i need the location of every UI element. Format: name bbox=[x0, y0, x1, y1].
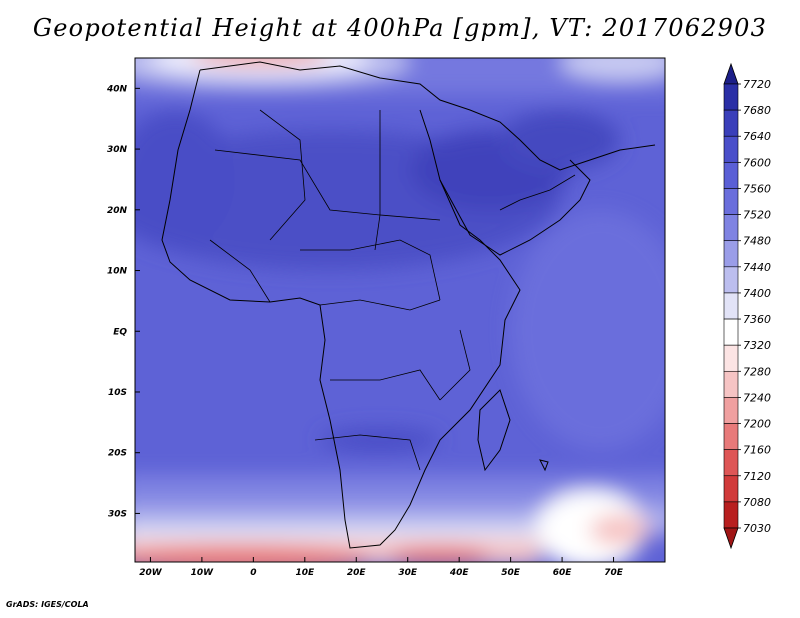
colorbar-label: 7680 bbox=[743, 104, 771, 117]
colorbar-swatch bbox=[723, 344, 739, 372]
colorbar-label: 7360 bbox=[743, 313, 771, 326]
x-tick-label: 20E bbox=[347, 568, 367, 578]
colorbar-label: 7480 bbox=[743, 235, 771, 248]
colorbar-swatch bbox=[723, 240, 739, 268]
y-tick-label: 10N bbox=[107, 267, 128, 277]
colorbar: 7720 7680 7640 7600 7560 7520 7480 7440 7400 7360… bbox=[723, 62, 771, 550]
x-tick-label: 10E bbox=[295, 568, 315, 578]
colorbar-label: 7200 bbox=[743, 418, 771, 431]
colorbar-label: 7080 bbox=[743, 496, 771, 509]
colorbar-top-arrow bbox=[723, 62, 739, 85]
x-tick-label: 40E bbox=[449, 568, 470, 578]
colorbar-bottom-arrow bbox=[723, 527, 739, 550]
contour-field bbox=[135, 58, 665, 562]
colorbar-swatch bbox=[723, 266, 739, 294]
colorbar-label: 7400 bbox=[743, 287, 771, 300]
y-tick-label: EQ bbox=[113, 327, 127, 337]
plot-frame bbox=[134, 57, 666, 563]
x-tick-label: 10W bbox=[191, 568, 215, 578]
colorbar-swatch bbox=[723, 109, 739, 137]
colorbar-label: 7280 bbox=[743, 365, 771, 378]
colorbar-label: 7030 bbox=[743, 522, 771, 535]
grads-credit: GrADS: IGES/COLA bbox=[6, 600, 89, 609]
colorbar-label: 7600 bbox=[743, 156, 771, 169]
colorbar-swatch bbox=[723, 135, 739, 163]
colorbar-swatch bbox=[723, 318, 739, 346]
colorbar-swatch bbox=[723, 83, 739, 111]
country-borders bbox=[209, 109, 576, 471]
colorbar-label: 7560 bbox=[743, 182, 771, 195]
y-tick-label: 40N bbox=[106, 84, 128, 94]
colorbar-label: 7440 bbox=[743, 261, 771, 274]
colorbar-swatch bbox=[723, 475, 739, 503]
colorbar-label: 7160 bbox=[743, 444, 771, 457]
y-tick-label: 20N bbox=[107, 206, 128, 216]
colorbar-swatch bbox=[723, 501, 739, 529]
colorbar-swatch bbox=[723, 423, 739, 450]
colorbar-swatch bbox=[723, 370, 739, 398]
colorbar-swatch bbox=[723, 449, 739, 477]
colorbar-label: 7120 bbox=[743, 470, 771, 483]
x-tick-label: 30E bbox=[398, 568, 418, 578]
colorbar-swatch bbox=[723, 397, 739, 424]
colorbar-label: 7240 bbox=[743, 391, 771, 404]
colorbar-swatch bbox=[723, 214, 739, 242]
colorbar-label: 7640 bbox=[743, 130, 771, 143]
colorbar-label: 7720 bbox=[743, 78, 771, 91]
x-tick-label: 70E bbox=[604, 568, 624, 578]
colorbar-swatch bbox=[723, 188, 739, 215]
colorbar-swatch bbox=[723, 162, 739, 189]
y-tick-label: 30N bbox=[107, 145, 128, 155]
x-tick-label: 50E bbox=[501, 568, 521, 578]
x-tick-label: 20W bbox=[139, 568, 163, 578]
coastlines bbox=[161, 61, 656, 549]
colorbar-swatch bbox=[723, 292, 739, 320]
x-tick-label: 0 bbox=[250, 568, 256, 578]
x-tick-label: 60E bbox=[553, 568, 573, 578]
y-tick-label: 30S bbox=[108, 509, 127, 519]
x-axis-ticks: 20W 10W 0 10E 20E 30E 40E 50E 60E 70E bbox=[139, 557, 624, 578]
colorbar-label: 7520 bbox=[743, 209, 771, 222]
map-title: Geopotential Height at 400hPa [gpm], VT:… bbox=[32, 14, 768, 42]
y-tick-label: 10S bbox=[108, 388, 127, 398]
y-tick-label: 20S bbox=[108, 449, 127, 459]
y-axis-ticks: 40N 30N 20N 10N EQ 10S 20S 30S bbox=[106, 84, 140, 519]
colorbar-label: 7320 bbox=[743, 339, 771, 352]
